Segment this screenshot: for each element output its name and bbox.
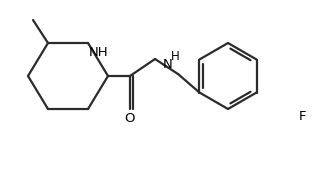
Text: N: N <box>163 57 173 70</box>
Text: NH: NH <box>89 45 109 58</box>
Text: H: H <box>171 49 179 62</box>
Text: F: F <box>299 109 307 122</box>
Text: O: O <box>125 113 135 126</box>
